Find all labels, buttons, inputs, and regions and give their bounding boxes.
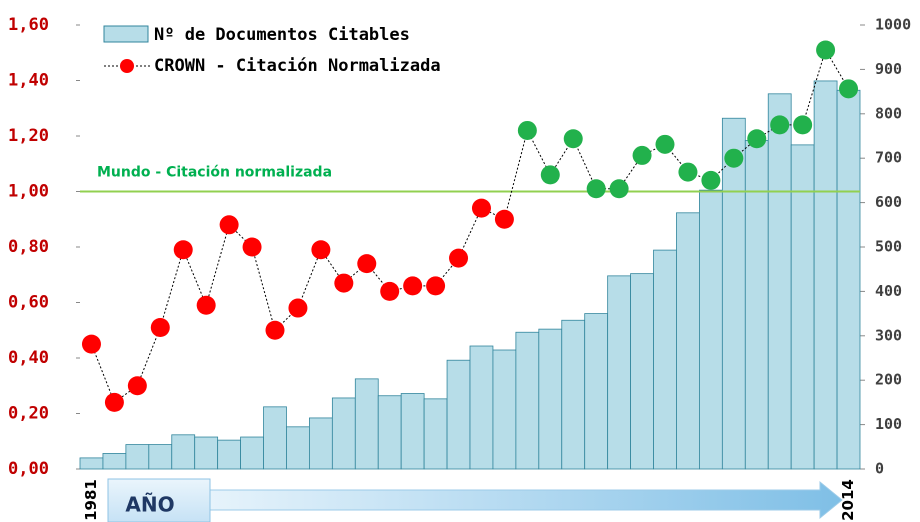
y2-tick-label: 800 [875,104,902,122]
bar [125,444,150,470]
bar [377,395,402,470]
line-point [81,334,101,354]
bar [171,434,196,470]
bar [836,89,861,470]
line-point [288,298,308,318]
y2-tick-label: 700 [875,149,902,167]
line-point [403,276,423,296]
y-tick-label: 1,00 [8,182,49,202]
line-point [265,320,285,340]
line-point [150,317,170,337]
bar [676,212,700,470]
y-tick-label: 0,20 [8,404,49,424]
axis-arrow [107,478,843,522]
line-point [311,240,331,260]
line-point [724,148,744,168]
bar [331,397,356,470]
bar [630,273,654,470]
bar [813,80,838,470]
x-tick-label: 1981 [82,479,100,521]
y2-tick-label: 0 [875,460,884,478]
line-point [678,162,698,182]
line-point [540,165,560,185]
bar [446,359,471,470]
line-point [655,134,675,154]
bar [561,319,586,470]
bar [699,189,723,470]
line-point [357,254,377,274]
line-point [494,209,514,229]
bar [721,117,746,470]
line-point [242,237,262,257]
bar [538,328,563,470]
bar [584,313,609,470]
bar [423,398,448,470]
y2-tick-label: 900 [875,60,902,78]
y2-tick-label: 400 [875,282,902,300]
line [91,48,849,404]
line-point [839,79,859,99]
bar [400,393,425,470]
y2-tick-label: 200 [875,371,902,389]
line-point [127,376,147,396]
legend-swatch [103,25,149,43]
line-point [586,179,606,199]
line-point [609,179,629,199]
line-point [104,392,124,412]
bar [492,349,517,470]
line-point [517,120,537,140]
y2-tick-label: 1000 [875,16,911,34]
bar [469,345,494,470]
y-tick-label: 0,60 [8,293,49,313]
line-point [449,248,469,268]
bar [194,436,219,470]
bar [354,378,379,470]
line-point [334,273,354,293]
line-point [219,215,239,235]
bar [240,436,264,470]
legend-marker [120,59,134,73]
bar [309,417,333,470]
y2-tick-label: 500 [875,238,902,256]
line-point [632,145,652,165]
bar [607,275,631,470]
y-tick-label: 0,80 [8,237,49,257]
bar [767,93,792,470]
y-tick-label: 0,00 [8,459,49,479]
line-point [701,170,721,190]
line-point [380,281,400,301]
y-tick-label: 1,60 [8,15,49,35]
y-tick-label: 1,20 [8,126,49,146]
line-point [471,198,491,218]
bar [79,457,104,470]
line-point [770,115,790,135]
line-point [816,40,836,60]
y-tick-label: 1,40 [8,71,49,91]
bar [217,439,241,470]
line-point [196,295,216,315]
y2-tick-label: 100 [875,415,902,433]
legend-label: Nº de Documentos Citables [154,25,410,45]
line-point [173,240,193,260]
line-point [426,276,446,296]
reference-label: Mundo - Citación normalizada [97,165,332,181]
line-point [793,115,813,135]
bar [263,406,287,470]
x-axis-label: AÑO [125,493,174,517]
y-tick-label: 0,40 [8,348,49,368]
line-point [563,129,583,149]
legend-label: CROWN - Citación Normalizada [154,56,441,76]
bar [148,444,173,470]
line-point [747,129,767,149]
bar [286,426,310,470]
y2-tick-label: 300 [875,326,902,344]
bar [102,453,127,470]
y2-tick-label: 600 [875,193,902,211]
bar [653,249,677,470]
x-tick-label: 2014 [839,479,857,521]
bar [515,331,540,470]
